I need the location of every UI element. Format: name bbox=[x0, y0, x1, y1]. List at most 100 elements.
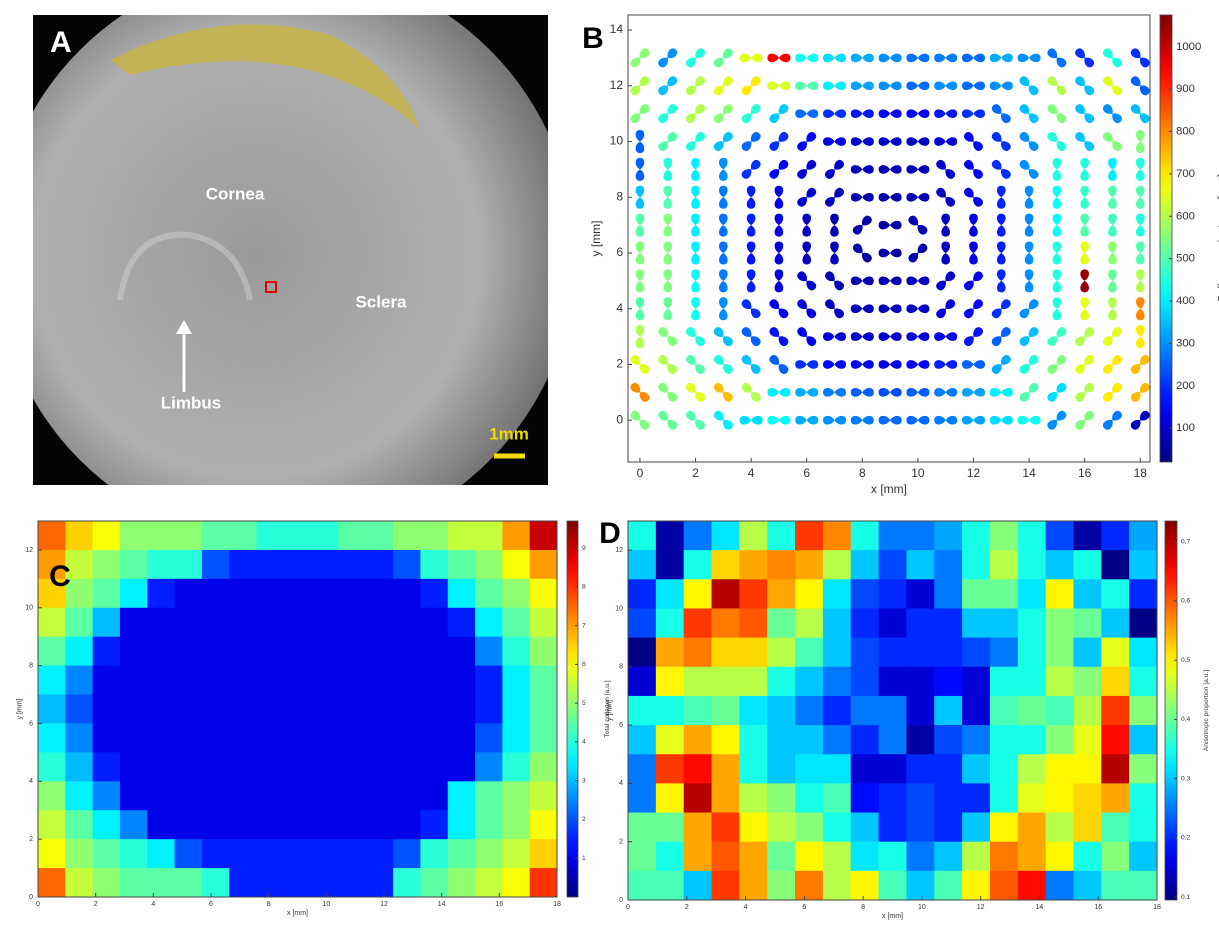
heatmap-cell bbox=[656, 842, 684, 872]
heatmap-cell bbox=[229, 868, 257, 897]
colorbar-tick-label: 300 bbox=[1176, 337, 1195, 349]
heatmap-cell bbox=[147, 521, 175, 550]
heatmap-cell bbox=[202, 666, 230, 695]
heatmap-cell bbox=[823, 783, 851, 813]
x-tick-label: 0 bbox=[626, 904, 630, 911]
heatmap-cell bbox=[879, 550, 907, 580]
x-tick-label: 16 bbox=[1078, 466, 1092, 480]
heatmap-cell bbox=[502, 521, 530, 550]
heatmap-cell bbox=[284, 810, 312, 839]
heatmap-cell bbox=[311, 521, 339, 550]
colorbar-tick-label: 9 bbox=[582, 545, 586, 552]
heatmap-cell bbox=[1101, 725, 1129, 755]
heatmap-cell bbox=[823, 754, 851, 784]
heatmap-cell bbox=[767, 638, 795, 668]
heatmap-cell bbox=[1073, 783, 1101, 813]
heatmap-cell bbox=[962, 608, 990, 638]
y-tick-label: 0 bbox=[29, 894, 33, 901]
heatmap-cell bbox=[1018, 871, 1046, 901]
heatmap-cell bbox=[656, 579, 684, 609]
heatmap-cell bbox=[656, 608, 684, 638]
heatmap-cell bbox=[502, 550, 530, 579]
heatmap-cell bbox=[229, 666, 257, 695]
heatmap-cell bbox=[284, 868, 312, 897]
heatmap-cell bbox=[502, 608, 530, 637]
heatmap-cell bbox=[934, 550, 962, 580]
heatmap-cell bbox=[257, 868, 285, 897]
heatmap-cell bbox=[530, 752, 558, 781]
heatmap-cell bbox=[257, 521, 285, 550]
heatmap-cell bbox=[393, 752, 421, 781]
heatmap-cell bbox=[202, 752, 230, 781]
heatmap-cell bbox=[934, 638, 962, 668]
heatmap-cell bbox=[38, 752, 66, 781]
heatmap-cell bbox=[879, 813, 907, 843]
heatmap-cell bbox=[175, 752, 203, 781]
heatmap-cell bbox=[65, 666, 93, 695]
heatmap-cell bbox=[175, 868, 203, 897]
heatmap-cell bbox=[990, 667, 1018, 697]
heatmap-cell bbox=[990, 813, 1018, 843]
heatmap-cell bbox=[448, 666, 476, 695]
heatmap-cell bbox=[93, 868, 121, 897]
x-axis-label: x [mm] bbox=[871, 482, 907, 496]
heatmap-cell bbox=[1018, 608, 1046, 638]
heatmap-cell bbox=[448, 839, 476, 868]
heatmap-cell bbox=[530, 550, 558, 579]
x-tick-label: 4 bbox=[744, 904, 748, 911]
heatmap-cell bbox=[229, 810, 257, 839]
y-tick-label: 4 bbox=[616, 301, 623, 315]
heatmap-cell bbox=[393, 810, 421, 839]
heatmap-cell bbox=[257, 752, 285, 781]
heatmap-cell bbox=[202, 550, 230, 579]
heatmap-cell bbox=[767, 696, 795, 726]
heatmap-cell bbox=[120, 695, 148, 724]
heatmap-cell bbox=[1046, 521, 1074, 551]
heatmap-cell bbox=[851, 608, 879, 638]
heatmap-cell bbox=[823, 521, 851, 551]
heatmap-cell bbox=[202, 868, 230, 897]
heatmap-cell bbox=[257, 579, 285, 608]
heatmap-cell bbox=[628, 608, 656, 638]
heatmap-cell bbox=[338, 839, 366, 868]
heatmap-cell bbox=[851, 667, 879, 697]
heatmap-cell bbox=[202, 839, 230, 868]
y-tick-label: 12 bbox=[25, 547, 33, 554]
x-tick-label: 2 bbox=[692, 466, 699, 480]
heatmap-cell bbox=[393, 666, 421, 695]
y-tick-label: 6 bbox=[29, 720, 33, 727]
heatmap-cell bbox=[767, 871, 795, 901]
heatmap-cell bbox=[712, 725, 740, 755]
heatmap-cell bbox=[229, 521, 257, 550]
heatmap-cell bbox=[120, 521, 148, 550]
heatmap-cell bbox=[990, 521, 1018, 551]
heatmap-cell bbox=[366, 810, 394, 839]
x-tick-label: 2 bbox=[685, 904, 689, 911]
colorbar-tick-label: 0.4 bbox=[1181, 716, 1191, 723]
colorbar-tick-label: 1 bbox=[582, 855, 586, 862]
heatmap-cell bbox=[120, 781, 148, 810]
y-tick-label: 0 bbox=[619, 897, 623, 904]
heatmap-cell bbox=[1129, 725, 1157, 755]
heatmap-cell bbox=[530, 666, 558, 695]
heatmap-cell bbox=[628, 783, 656, 813]
heatmap-cell bbox=[393, 550, 421, 579]
colorbar-tick-label: 8 bbox=[582, 584, 586, 591]
y-tick-label: 0 bbox=[616, 412, 623, 426]
heatmap-cell bbox=[202, 723, 230, 752]
colorbar bbox=[567, 521, 578, 897]
heatmap-cell bbox=[1018, 696, 1046, 726]
heatmap-cell bbox=[712, 783, 740, 813]
heatmap-cell bbox=[1073, 638, 1101, 668]
x-tick-label: 0 bbox=[637, 466, 644, 480]
heatmap-cell bbox=[420, 839, 448, 868]
heatmap-cell bbox=[934, 783, 962, 813]
heatmap-cell bbox=[475, 723, 503, 752]
heatmap-cell bbox=[93, 579, 121, 608]
heatmap-cell bbox=[767, 550, 795, 580]
chart: 02468101214161802468101214x [mm]y [mm]10… bbox=[582, 15, 1219, 496]
heatmap-cell bbox=[502, 695, 530, 724]
heatmap-cell bbox=[202, 637, 230, 666]
heatmap-cell bbox=[175, 608, 203, 637]
heatmap-cell bbox=[1046, 725, 1074, 755]
